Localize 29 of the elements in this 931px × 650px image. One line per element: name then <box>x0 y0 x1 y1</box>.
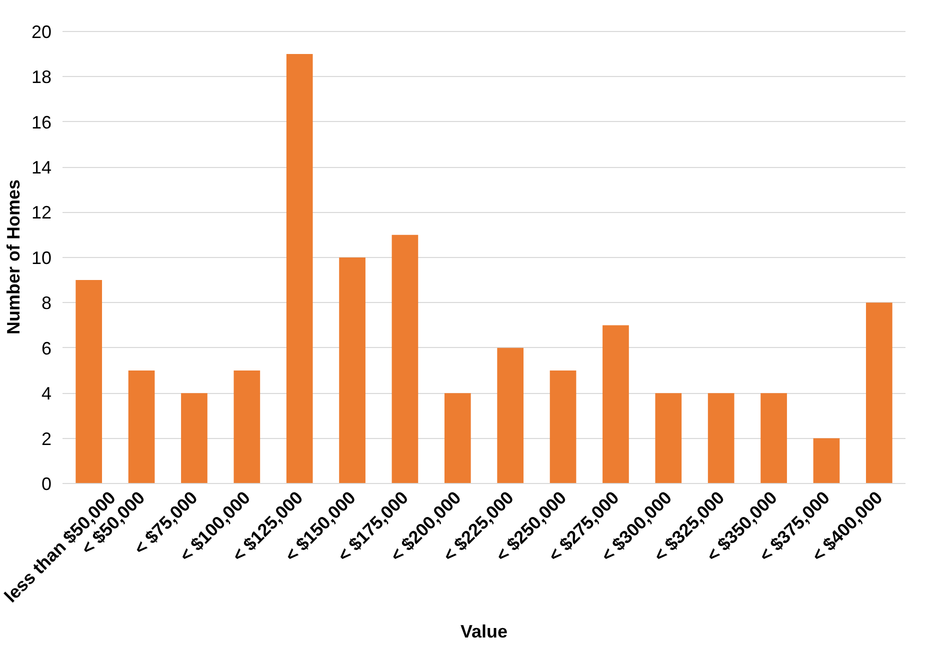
bar <box>497 348 524 484</box>
y-tick-label: 12 <box>31 202 52 223</box>
bar <box>286 54 313 484</box>
y-tick-label: 14 <box>31 158 52 178</box>
y-tick-label: 16 <box>31 112 52 132</box>
y-tick-label: 8 <box>41 293 52 314</box>
bar <box>813 438 840 484</box>
bar <box>181 393 208 484</box>
bar <box>760 393 787 484</box>
y-tick-label: 2 <box>41 428 52 449</box>
y-axis-title: Number of Homes <box>3 179 24 335</box>
bar <box>655 393 682 484</box>
bar <box>866 302 892 484</box>
y-tick-label: 18 <box>31 67 52 88</box>
bar <box>550 370 576 484</box>
x-axis-title: Value <box>460 621 508 642</box>
bar <box>708 393 734 484</box>
bar <box>128 370 155 484</box>
bar <box>392 234 418 484</box>
bar <box>602 325 629 484</box>
bar <box>234 370 260 484</box>
bar <box>444 393 471 484</box>
y-tick-label: 20 <box>31 22 52 42</box>
y-tick-label: 0 <box>41 474 52 494</box>
y-tick-label: 6 <box>41 338 52 358</box>
y-tick-label: 4 <box>41 384 52 404</box>
bar <box>76 280 102 484</box>
bar <box>339 257 366 484</box>
y-tick-label: 10 <box>31 248 52 268</box>
